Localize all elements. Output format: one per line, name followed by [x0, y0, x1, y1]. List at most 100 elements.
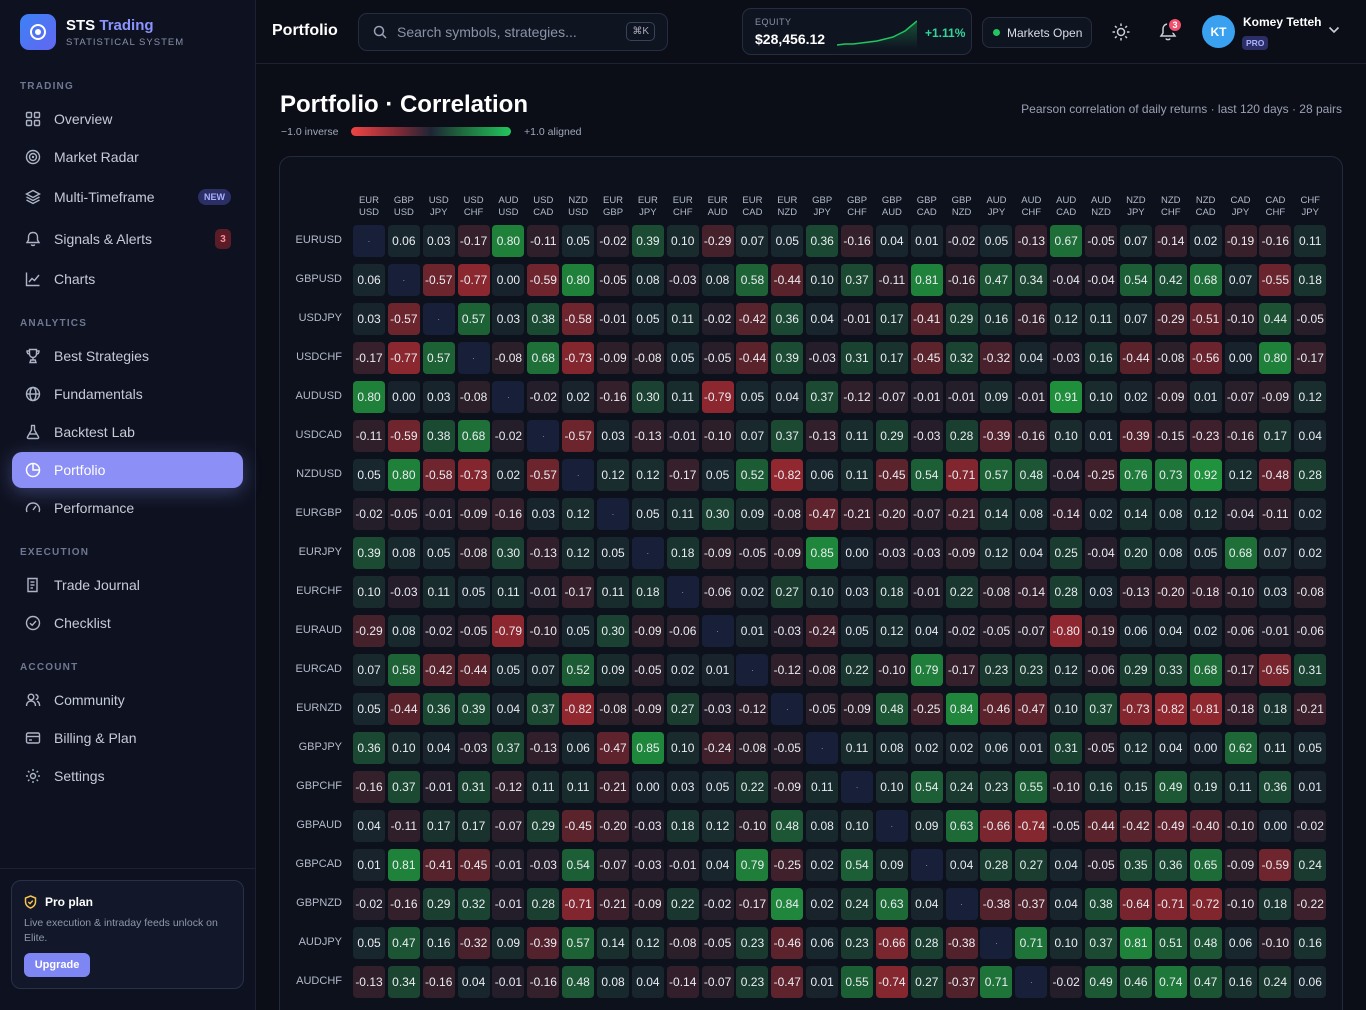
matrix-cell[interactable]: 0.08	[597, 966, 630, 998]
matrix-cell[interactable]: 0.22	[736, 771, 769, 803]
matrix-cell[interactable]: 0.54	[910, 771, 943, 803]
matrix-cell[interactable]: -0.04	[1050, 264, 1083, 296]
matrix-cell[interactable]: -0.02	[701, 888, 734, 920]
matrix-cell[interactable]: 0.08	[806, 810, 839, 842]
matrix-cell[interactable]: 0.04	[1154, 732, 1187, 764]
matrix-cell[interactable]: -0.47	[806, 498, 839, 530]
matrix-cell[interactable]: 0.09	[875, 849, 908, 881]
matrix-cell[interactable]: 0.12	[1224, 459, 1257, 491]
matrix-cell[interactable]: 0.54	[562, 849, 595, 881]
matrix-cell[interactable]: 0.01	[910, 225, 943, 257]
matrix-cell[interactable]: 0.80	[353, 381, 385, 413]
matrix-cell[interactable]: -0.06	[666, 615, 699, 647]
matrix-cell[interactable]: -0.15	[1154, 420, 1187, 452]
market-status[interactable]: Markets Open	[982, 17, 1092, 48]
sidebar-item-settings[interactable]: Settings	[12, 758, 243, 794]
matrix-cell[interactable]: 0.02	[1189, 615, 1222, 647]
matrix-cell[interactable]: 0.39	[631, 225, 664, 257]
matrix-cell[interactable]: -0.07	[1224, 381, 1257, 413]
matrix-cell[interactable]: -0.10	[1224, 888, 1257, 920]
matrix-cell[interactable]: 0.10	[875, 771, 908, 803]
matrix-cell[interactable]: -0.19	[1085, 615, 1118, 647]
matrix-cell[interactable]: 0.29	[1119, 654, 1152, 686]
matrix-cell[interactable]: -0.08	[736, 732, 769, 764]
matrix-diagonal-cell[interactable]: ·	[666, 576, 699, 608]
matrix-cell[interactable]: 0.73	[1154, 459, 1187, 491]
matrix-cell[interactable]: -0.09	[1259, 381, 1292, 413]
matrix-cell[interactable]: -0.47	[1015, 693, 1048, 725]
matrix-cell[interactable]: -0.57	[422, 264, 455, 296]
matrix-cell[interactable]: -0.21	[597, 771, 630, 803]
matrix-cell[interactable]: 0.04	[945, 849, 978, 881]
matrix-diagonal-cell[interactable]: ·	[562, 459, 595, 491]
matrix-cell[interactable]: -0.16	[597, 381, 630, 413]
matrix-cell[interactable]: 0.10	[1085, 381, 1118, 413]
matrix-cell[interactable]: -0.13	[1119, 576, 1152, 608]
matrix-cell[interactable]: -0.39	[527, 927, 560, 959]
matrix-cell[interactable]: -0.03	[631, 810, 664, 842]
matrix-cell[interactable]: -0.77	[387, 342, 420, 374]
sidebar-item-best-strategies[interactable]: Best Strategies	[12, 338, 243, 374]
matrix-cell[interactable]: 0.05	[457, 576, 490, 608]
matrix-cell[interactable]: 0.05	[980, 225, 1013, 257]
matrix-cell[interactable]: -0.42	[736, 303, 769, 335]
matrix-cell[interactable]: -0.02	[353, 888, 385, 920]
matrix-cell[interactable]: 0.09	[736, 498, 769, 530]
matrix-cell[interactable]: -0.07	[875, 381, 908, 413]
matrix-cell[interactable]: 0.12	[631, 927, 664, 959]
matrix-cell[interactable]: -0.16	[1015, 303, 1048, 335]
matrix-cell[interactable]: 0.84	[945, 693, 978, 725]
matrix-cell[interactable]: -0.08	[457, 537, 490, 569]
matrix-cell[interactable]: 0.04	[1050, 888, 1083, 920]
matrix-cell[interactable]: -0.01	[492, 849, 525, 881]
matrix-diagonal-cell[interactable]: ·	[527, 420, 560, 452]
matrix-cell[interactable]: 0.04	[771, 381, 804, 413]
matrix-diagonal-cell[interactable]: ·	[387, 264, 420, 296]
matrix-cell[interactable]: -0.25	[1085, 459, 1118, 491]
matrix-cell[interactable]: 0.28	[945, 420, 978, 452]
matrix-cell[interactable]: 0.63	[875, 888, 908, 920]
matrix-cell[interactable]: 0.06	[980, 732, 1013, 764]
matrix-cell[interactable]: 0.05	[562, 615, 595, 647]
matrix-cell[interactable]: 0.84	[771, 888, 804, 920]
matrix-cell[interactable]: -0.74	[1015, 810, 1048, 842]
matrix-diagonal-cell[interactable]: ·	[841, 771, 874, 803]
matrix-cell[interactable]: 0.38	[422, 420, 455, 452]
matrix-cell[interactable]: -0.13	[631, 420, 664, 452]
matrix-cell[interactable]: 0.12	[980, 537, 1013, 569]
matrix-cell[interactable]: -0.38	[945, 927, 978, 959]
matrix-cell[interactable]: 0.00	[492, 264, 525, 296]
matrix-cell[interactable]: -0.07	[492, 810, 525, 842]
matrix-cell[interactable]: 0.32	[457, 888, 490, 920]
matrix-cell[interactable]: -0.03	[875, 537, 908, 569]
matrix-cell[interactable]: -0.29	[701, 225, 734, 257]
matrix-cell[interactable]: 0.08	[387, 537, 420, 569]
matrix-cell[interactable]: -0.02	[945, 225, 978, 257]
matrix-cell[interactable]: -0.48	[1259, 459, 1292, 491]
matrix-cell[interactable]: -0.59	[1259, 849, 1292, 881]
matrix-cell[interactable]: 0.36	[353, 732, 385, 764]
matrix-cell[interactable]: -0.73	[1119, 693, 1152, 725]
matrix-cell[interactable]: -0.39	[980, 420, 1013, 452]
matrix-cell[interactable]: 0.05	[701, 771, 734, 803]
matrix-cell[interactable]: -0.57	[387, 303, 420, 335]
matrix-cell[interactable]: -0.17	[1224, 654, 1257, 686]
matrix-cell[interactable]: -0.44	[771, 264, 804, 296]
matrix-cell[interactable]: 0.05	[353, 927, 385, 959]
matrix-cell[interactable]: -0.17	[457, 225, 490, 257]
matrix-cell[interactable]: -0.06	[1085, 654, 1118, 686]
matrix-cell[interactable]: 0.76	[1119, 459, 1152, 491]
matrix-cell[interactable]: -0.22	[1294, 888, 1327, 920]
matrix-cell[interactable]: -0.05	[701, 927, 734, 959]
sidebar-item-charts[interactable]: Charts	[12, 261, 243, 297]
matrix-cell[interactable]: 0.11	[806, 771, 839, 803]
matrix-cell[interactable]: -0.45	[457, 849, 490, 881]
matrix-cell[interactable]: -0.45	[875, 459, 908, 491]
matrix-cell[interactable]: -0.58	[562, 303, 595, 335]
matrix-cell[interactable]: -0.65	[1259, 654, 1292, 686]
matrix-cell[interactable]: -0.74	[875, 966, 908, 998]
matrix-cell[interactable]: 0.31	[1050, 732, 1083, 764]
matrix-cell[interactable]: -0.73	[562, 342, 595, 374]
matrix-cell[interactable]: 0.18	[1259, 888, 1292, 920]
matrix-cell[interactable]: -0.01	[527, 576, 560, 608]
